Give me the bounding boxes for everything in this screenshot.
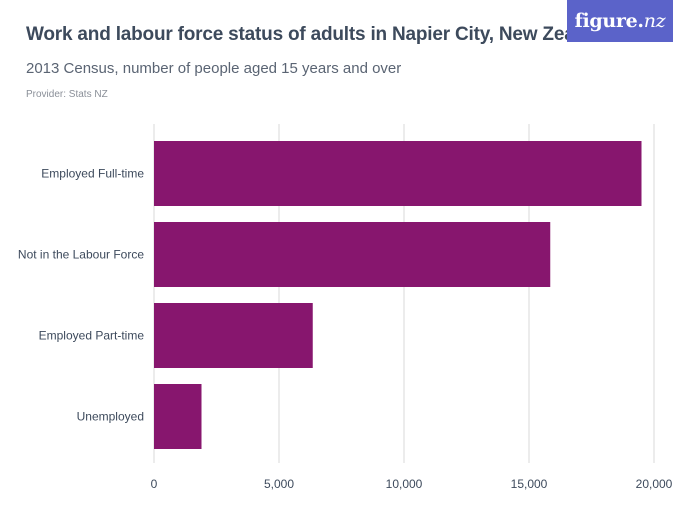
chart-subtitle: 2013 Census, number of people aged 15 ye… — [26, 60, 402, 77]
logo-text: figure. — [574, 10, 644, 32]
x-tick-label: 5,000 — [264, 477, 294, 491]
x-tick-label: 15,000 — [511, 477, 548, 491]
category-label: Unemployed — [77, 410, 144, 424]
bar[interactable] — [154, 222, 551, 287]
figure-nz-logo[interactable]: figure. nz — [567, 0, 673, 42]
bar[interactable] — [154, 141, 642, 206]
category-label: Not in the Labour Force — [18, 248, 144, 262]
category-label: Employed Full-time — [41, 167, 144, 181]
bars — [154, 141, 642, 449]
category-label: Employed Part-time — [39, 329, 145, 343]
logo-tld: nz — [643, 10, 666, 32]
x-tick-label: 0 — [151, 477, 158, 491]
data-provider: Provider: Stats NZ — [26, 89, 108, 100]
category-labels: Employed Full-time Not in the Labour Forc… — [18, 167, 144, 424]
chart-title: Work and labour force status of adults i… — [26, 24, 613, 45]
bar[interactable] — [154, 384, 202, 449]
bar[interactable] — [154, 303, 313, 368]
x-tick-label: 10,000 — [386, 477, 423, 491]
x-axis-ticks: 0 5,000 10,000 15,000 20,000 — [151, 477, 673, 491]
x-tick-label: 20,000 — [636, 477, 673, 491]
